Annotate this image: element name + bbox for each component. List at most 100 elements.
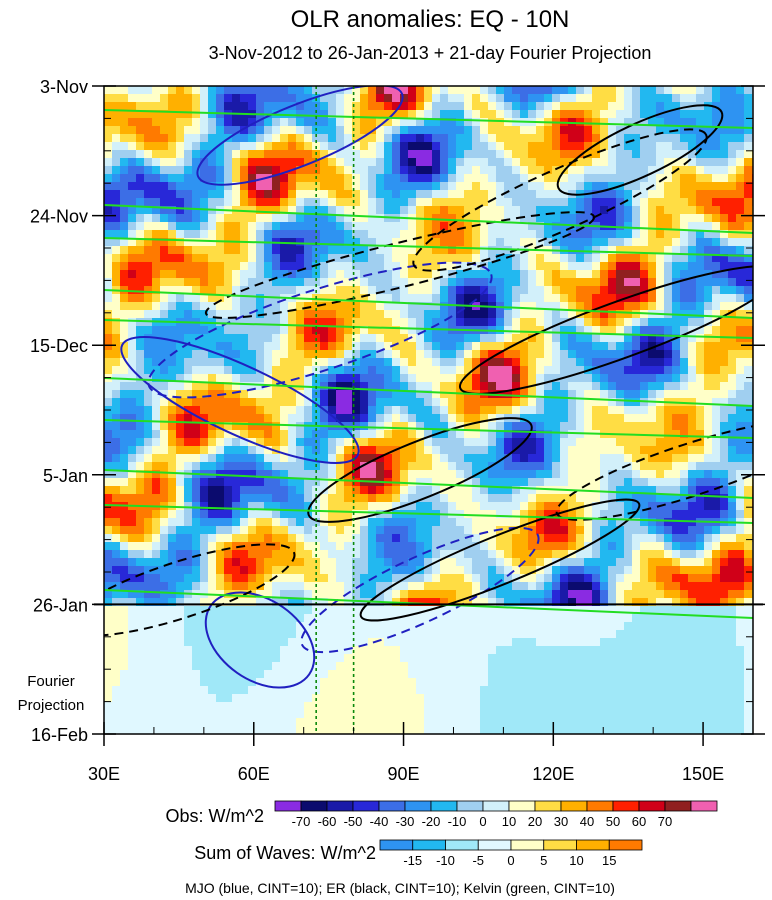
heat-cell [680,534,689,543]
heat-cell [208,214,217,223]
heat-cell [352,430,361,439]
heat-cell [728,526,737,535]
heat-cell [184,390,193,399]
heat-cell [408,414,417,423]
heat-cell [680,526,689,535]
heat-cell [696,502,705,511]
heat-cell [376,190,385,199]
heat-cell [568,350,577,359]
heat-cell [440,166,449,175]
heat-cell [448,134,457,143]
heat-cell [200,286,209,295]
heat-cell [624,310,633,319]
heat-cell [720,302,729,311]
heat-cell [152,270,161,279]
heat-cell [552,302,561,311]
heat-cell [160,366,169,375]
heat-cell [328,502,337,511]
heat-cell [584,350,593,359]
heat-cell [168,118,177,127]
heat-cell [136,238,145,247]
heat-cell [608,558,617,567]
heat-cell [216,374,225,383]
heat-cell [352,334,361,343]
heat-cell [432,342,441,351]
heat-cell [272,510,281,519]
heat-cell [512,166,521,175]
heat-cell [440,286,449,295]
heat-cell [120,214,129,223]
heat-cell [624,134,633,143]
heat-cell [480,254,489,263]
heat-cell [536,566,545,575]
heat-cell [744,542,753,551]
heat-cell [144,278,153,287]
heat-cell [592,102,601,111]
heat-cell [536,262,545,271]
heat-cell [632,110,641,119]
heat-cell [712,382,721,391]
heat-cell [416,190,425,199]
heat-cell [536,470,545,479]
heat-cell [248,182,257,191]
heat-cell [704,406,713,415]
heat-cell [696,510,705,519]
heat-cell [440,502,449,511]
heat-cell [424,254,433,263]
heat-cell [600,126,609,135]
heat-cell [472,566,481,575]
heat-cell [608,302,617,311]
heat-cell [224,566,233,575]
heat-cell [736,206,745,215]
heat-cell [712,422,721,431]
heat-cell [104,542,113,551]
heat-cell [304,414,313,423]
heat-cell [584,262,593,271]
heat-cell [216,278,225,287]
heat-cell [144,358,153,367]
heat-cell [216,566,225,575]
heat-cell [584,278,593,287]
heat-cell [248,102,257,111]
heat-cell [520,94,529,103]
heat-cell [640,486,649,495]
heat-cell [240,374,249,383]
heat-cell [624,158,633,167]
heat-cell [544,414,553,423]
heat-cell [416,238,425,247]
heat-cell [464,462,473,471]
heat-cell [520,526,529,535]
heat-cell [424,166,433,175]
heat-cell [320,286,329,295]
heat-cell [600,334,609,343]
heat-cell [512,158,521,167]
heat-cell [496,454,505,463]
heat-cell [160,358,169,367]
heat-cell [608,238,617,247]
heat-cell [248,286,257,295]
heat-cell [240,390,249,399]
heat-cell [504,198,513,207]
heat-cell [544,406,553,415]
heat-cell [216,510,225,519]
heat-cell [432,142,441,151]
heat-cell [552,534,561,543]
heat-cell [576,558,585,567]
heat-cell [456,126,465,135]
heat-cell [136,142,145,151]
heat-cell [568,382,577,391]
heat-cell [568,334,577,343]
heat-cell [704,198,713,207]
heat-cell [632,94,641,103]
heat-cell [680,510,689,519]
heat-cell [200,462,209,471]
heat-cell [264,350,273,359]
heat-cell [720,334,729,343]
heat-cell [368,446,377,455]
heat-cell [712,478,721,487]
heat-cell [632,166,641,175]
heat-cell [168,302,177,311]
heat-cell [648,134,657,143]
heat-cell [392,294,401,303]
heat-cell [344,382,353,391]
